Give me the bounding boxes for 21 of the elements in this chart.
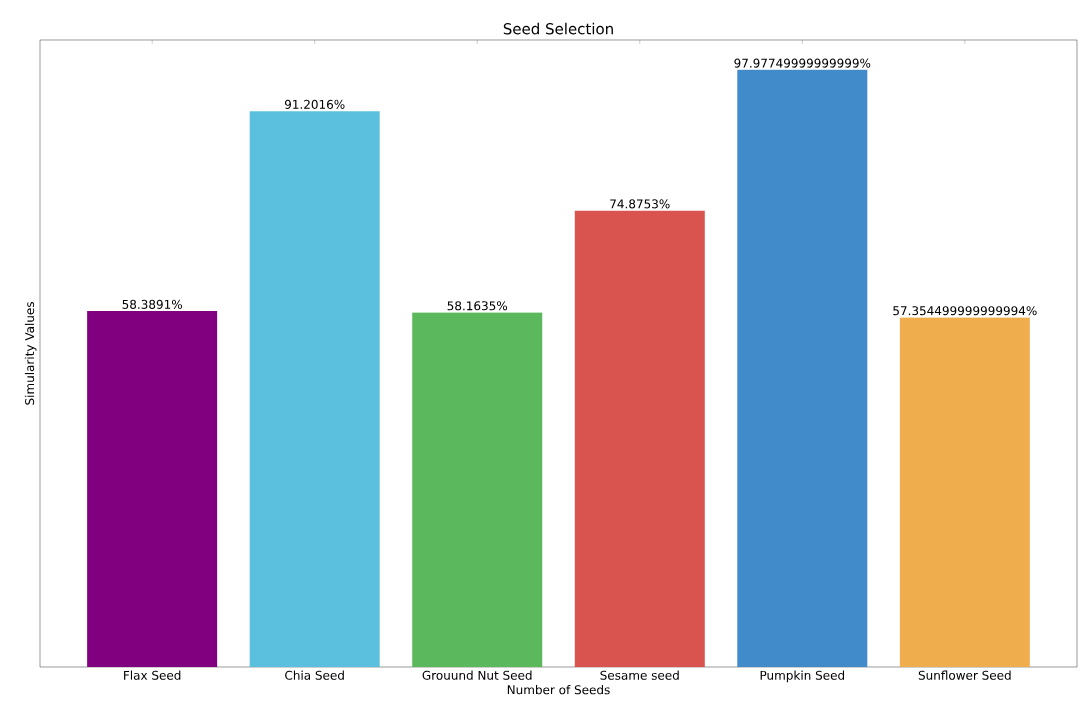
x-axis-title: Number of Seeds — [507, 685, 610, 695]
x-tick-label: Chia Seed — [285, 670, 344, 680]
data-label: 91.2016% — [284, 99, 345, 109]
bar — [87, 311, 218, 667]
data-label: 58.1635% — [447, 301, 508, 311]
x-tick-label: Grouund Nut Seed — [422, 670, 532, 680]
bar — [737, 69, 868, 667]
x-tick-label: Sesame seed — [600, 670, 679, 680]
bar — [899, 317, 1030, 667]
data-label: 97.97749999999999% — [734, 58, 871, 68]
y-axis-title: Simularity Values — [24, 302, 37, 405]
x-tick-label: Pumpkin Seed — [760, 670, 845, 683]
x-tick-label: Flax Seed — [124, 670, 181, 680]
chart-title: Seed Selection — [503, 22, 613, 35]
data-label: 74.8753% — [610, 199, 670, 209]
bar — [249, 111, 380, 667]
data-label: 58.3891% — [122, 299, 182, 309]
bar — [574, 210, 705, 667]
x-tick-label: Sunflower Seed — [918, 670, 1011, 680]
data-label: 57.354499999999994% — [893, 306, 1037, 316]
bar — [412, 312, 543, 667]
